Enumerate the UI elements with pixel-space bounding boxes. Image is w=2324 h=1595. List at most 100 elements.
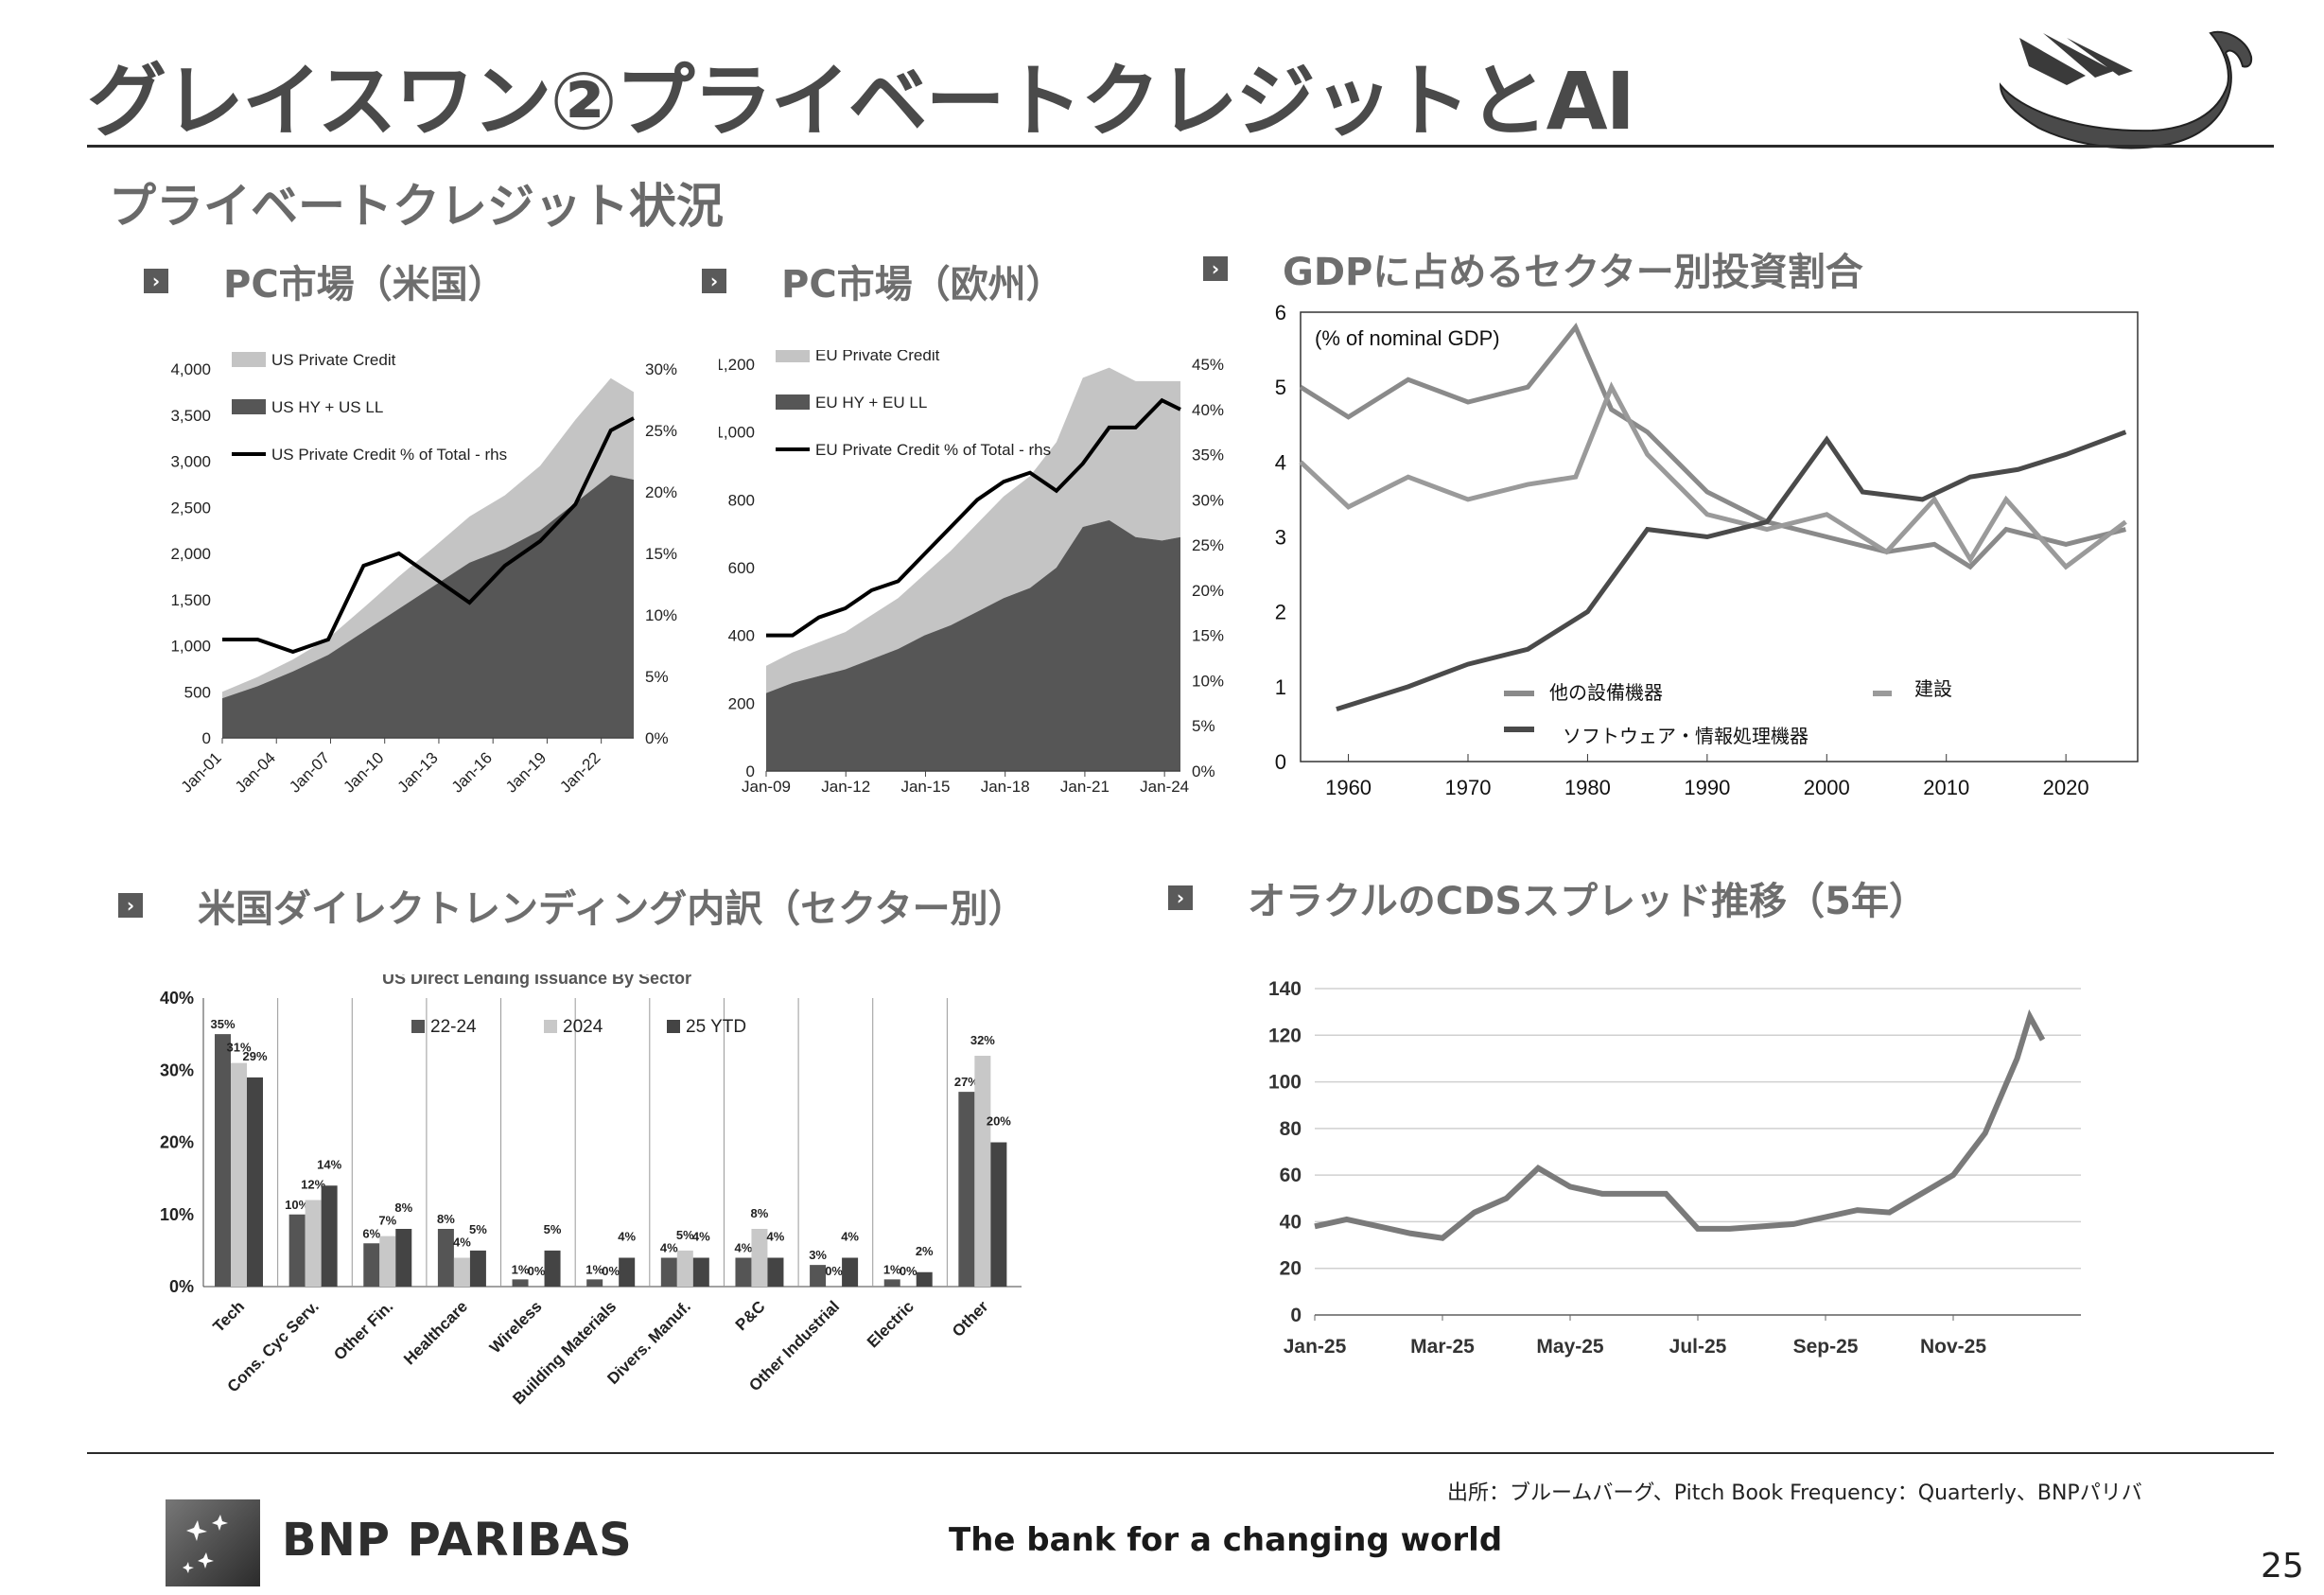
chart-title: (% of nominal GDP) <box>1315 326 1500 350</box>
bar <box>692 1257 709 1287</box>
direct-lending-chart: US Direct Lending Issuance By Sector 0% 10… <box>160 974 1022 1408</box>
series-line <box>1336 429 2127 711</box>
legend-label: US Private Credit <box>271 351 396 369</box>
bar <box>842 1257 859 1287</box>
bar-value-label: 27% <box>954 1075 979 1089</box>
chevron-right-icon: › <box>702 269 726 293</box>
section-label: GDPに占めるセクター別投資割合 <box>1283 251 1863 294</box>
bar-value-label: 35% <box>210 1017 235 1031</box>
page-title: グレイスワン②プライベートクレジットとAI <box>87 55 1635 148</box>
eu-pc-chart: 0 200 400 600 800 1,000 1,200 0% 5% 10% 15% 20% 25% 3… <box>719 350 1224 796</box>
bar <box>321 1185 338 1287</box>
y-tick-label: 0 <box>1275 750 1286 774</box>
bar <box>974 1056 991 1287</box>
y2-tick-label: 0% <box>645 729 669 747</box>
title-divider <box>87 145 2274 148</box>
x-tick-label: 1980 <box>1564 776 1611 799</box>
legend-label: 2024 <box>563 1017 603 1037</box>
cds-spread-line <box>1314 1008 2046 1241</box>
bnp-logo-icon <box>166 1499 260 1586</box>
source-note: 出所：ブルームバーグ、Pitch Book Frequency：Quarterl… <box>1447 1481 2142 1505</box>
bar <box>735 1257 752 1287</box>
legend-label: US HY + US LL <box>271 398 383 416</box>
hy-ll-area <box>766 519 1180 771</box>
y-tick-label: 20 <box>1280 1258 1302 1280</box>
bar-value-label: 7% <box>378 1214 396 1228</box>
legend-label: US Private Credit % of Total - rhs <box>271 446 507 464</box>
x-tick-label: Jul-25 <box>1669 1336 1727 1358</box>
bar <box>437 1229 454 1287</box>
bar-value-label: 4% <box>841 1230 859 1244</box>
bar-value-label: 4% <box>618 1230 636 1244</box>
section-heading-direct-lending: › 米国ダイレクトレンディング内訳（セクター別） <box>118 878 1026 933</box>
bar-value-label: 0% <box>528 1264 546 1278</box>
y-tick-label: 1,200 <box>719 356 755 374</box>
bar-value-label: 5% <box>544 1222 562 1236</box>
y-tick-label: 1,000 <box>719 424 755 442</box>
x-tick-label: Healthcare <box>400 1297 471 1368</box>
chart-title: US Direct Lending Issuance By Sector <box>382 974 691 988</box>
y-tick-label: 6 <box>1275 301 1286 324</box>
y-tick-label: 0% <box>169 1277 194 1296</box>
black-swan-icon <box>1999 30 2253 149</box>
series-line <box>1299 323 2126 570</box>
y2-tick-label: 30% <box>645 360 677 378</box>
page-subtitle: プライベートクレジット状況 <box>109 179 724 234</box>
bar <box>767 1257 784 1287</box>
private-credit-area <box>222 377 634 699</box>
bar-value-label: 29% <box>242 1049 267 1063</box>
x-tick-label: Jan-21 <box>1060 778 1110 796</box>
y-tick-label: 4 <box>1275 450 1286 474</box>
bar <box>453 1257 470 1287</box>
section-label: PC市場（欧州） <box>781 263 1064 307</box>
brand-tagline: The bank for a changing world <box>949 1521 1503 1559</box>
x-tick-label: Electric <box>864 1297 917 1351</box>
y2-tick-label: 0% <box>1192 762 1215 780</box>
brand-name: BNP PARIBAS <box>282 1514 633 1567</box>
legend-swatch <box>411 1020 425 1033</box>
legend-swatch <box>232 352 266 367</box>
bar-value-label: 32% <box>970 1033 995 1047</box>
y-tick-label: 1 <box>1275 675 1286 699</box>
y-tick-label: 2,500 <box>170 499 211 517</box>
bar <box>305 1200 322 1287</box>
y2-tick-label: 5% <box>1192 717 1215 735</box>
y-tick-label: 0 <box>1290 1305 1302 1326</box>
y2-tick-label: 5% <box>645 668 669 686</box>
bar-value-label: 8% <box>437 1212 455 1226</box>
bar <box>916 1271 933 1287</box>
section-label: オラクルのCDSスプレッド推移（5年） <box>1248 880 1927 923</box>
bar-value-label: 4% <box>692 1230 710 1244</box>
y-tick-label: 200 <box>728 694 755 712</box>
legend-label: 25 YTD <box>686 1017 746 1037</box>
y2-tick-label: 10% <box>645 606 677 624</box>
y2-tick-label: 40% <box>1192 401 1224 419</box>
bar <box>231 1062 247 1287</box>
x-tick-label: Mar-25 <box>1410 1336 1475 1358</box>
bar-value-label: 4% <box>660 1241 678 1255</box>
y2-tick-label: 45% <box>1192 356 1224 374</box>
x-tick-label: 2000 <box>1804 776 1850 799</box>
page-number: 25 <box>2261 1547 2304 1586</box>
x-tick-label: Other Fin. <box>330 1297 396 1363</box>
footer-divider <box>87 1452 2274 1454</box>
bar <box>379 1236 396 1287</box>
section-label: PC市場（米国） <box>223 263 506 307</box>
x-tick-label: 1960 <box>1325 776 1372 799</box>
section-heading-eu-pc: › PC市場（欧州） <box>702 254 1064 308</box>
bar-value-label: 1% <box>585 1262 603 1276</box>
bar <box>660 1257 677 1287</box>
y-tick-label: 0 <box>746 762 755 780</box>
private-credit-share-line <box>222 416 635 655</box>
y-tick-label: 400 <box>728 627 755 645</box>
x-tick-label: Jan-16 <box>448 748 496 796</box>
x-tick-label: 1990 <box>1684 776 1730 799</box>
oracle-cds-chart: 0 20 40 60 80 100 120 140 Jan-25 Mar-25 May-25 Jul-… <box>1268 978 2081 1358</box>
bar-value-label: 1% <box>512 1262 530 1276</box>
bar <box>469 1250 486 1287</box>
y-tick-label: 5 <box>1275 376 1286 399</box>
y2-tick-label: 35% <box>1192 447 1224 464</box>
y2-tick-label: 25% <box>1192 536 1224 554</box>
legend-swatch <box>544 1020 557 1033</box>
bar <box>810 1265 827 1287</box>
